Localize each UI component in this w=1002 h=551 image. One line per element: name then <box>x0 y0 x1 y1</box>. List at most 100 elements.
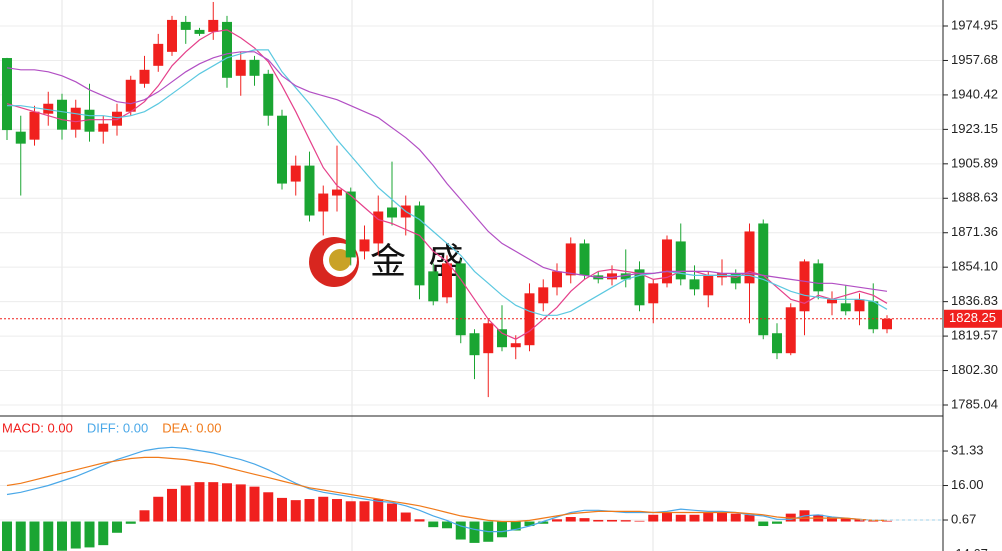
macd-bar <box>387 503 397 522</box>
current-price-label: 1828.25 <box>949 310 996 325</box>
candle-body <box>15 131 26 144</box>
candle-body <box>235 59 246 76</box>
candle-body <box>634 269 645 306</box>
macd-bar <box>332 499 342 522</box>
macd-bar <box>98 521 109 546</box>
candle-body <box>222 21 232 78</box>
macd-bar <box>125 521 136 524</box>
y-tick-label: 31.33 <box>951 442 984 457</box>
y-tick-label: 1923.15 <box>951 121 998 136</box>
macd-bar <box>772 521 782 524</box>
macd-bar <box>318 496 329 522</box>
macd-bar <box>552 519 562 522</box>
candle-body <box>799 261 810 312</box>
macd-bar <box>428 521 439 528</box>
y-tick-label: 1819.57 <box>951 328 998 343</box>
candle-body <box>167 19 177 52</box>
macd-bar <box>634 520 645 522</box>
macd-line <box>6 456 887 523</box>
candle-body <box>125 79 136 112</box>
macd-bar <box>345 501 356 522</box>
y-tick-label: 1785.04 <box>951 396 998 411</box>
macd-bar <box>442 521 452 529</box>
candle-body <box>662 239 672 284</box>
macd-bar <box>359 501 370 522</box>
y-tick-label: 1905.89 <box>951 155 998 170</box>
macd-bar <box>648 514 659 522</box>
macd-bar <box>2 521 12 551</box>
macd-bar <box>304 499 315 522</box>
macd-bar <box>662 512 672 522</box>
macd-bar <box>703 512 714 522</box>
candle-body <box>57 99 67 130</box>
candle-body <box>648 283 659 304</box>
macd-bar <box>744 514 755 522</box>
y-tick-label: 1871.36 <box>951 224 998 239</box>
macd-bar <box>620 520 631 522</box>
candle-body <box>180 21 191 30</box>
macd-bar <box>235 484 246 522</box>
ma-line <box>6 51 888 292</box>
y-tick-label: 16.00 <box>951 477 984 492</box>
legend-entry: MACD: 0.00 <box>2 420 73 435</box>
macd-bar <box>57 521 67 551</box>
candle-body <box>442 263 452 298</box>
candle-body <box>868 301 879 330</box>
current-price-box <box>944 309 1002 328</box>
macd-bar <box>43 521 54 551</box>
macd-bar <box>689 514 700 522</box>
y-tick-label: 1802.30 <box>951 362 998 377</box>
candle-body <box>772 333 782 354</box>
candle-body <box>730 273 741 284</box>
macd-bar <box>607 519 617 522</box>
legend-entry: DEA: 0.00 <box>162 420 221 435</box>
candle-body <box>827 299 837 304</box>
candle-body <box>290 165 301 182</box>
macd-bar <box>730 513 741 522</box>
candle-body <box>98 123 109 132</box>
y-tick-label: 1957.68 <box>951 52 998 67</box>
candle-body <box>882 318 892 330</box>
candle-body <box>785 307 796 354</box>
macd-bar <box>524 521 535 527</box>
candle-body <box>607 273 617 280</box>
candle-body <box>497 329 507 348</box>
macd-bar <box>277 497 287 522</box>
candle-body <box>70 107 81 130</box>
macd-bar <box>290 500 301 522</box>
candle-body <box>387 207 397 218</box>
y-tick-label: 1974.95 <box>951 17 998 32</box>
macd-bar <box>373 499 384 522</box>
candle-body <box>840 303 851 312</box>
candle-body <box>565 243 576 276</box>
macd-bar <box>882 520 892 522</box>
candle-body <box>538 287 549 304</box>
candle-body <box>2 58 12 131</box>
macd-bar <box>510 521 521 531</box>
y-tick-label: -14.67 <box>951 546 988 551</box>
macd-bar <box>469 521 480 543</box>
macd-bar <box>70 521 81 549</box>
y-tick-label: 1940.42 <box>951 86 998 101</box>
macd-bar <box>400 512 411 522</box>
legend-entry: DIFF: 0.00 <box>87 420 148 435</box>
macd-bar <box>263 492 274 522</box>
candle-body <box>455 263 466 336</box>
legend: MACD: 0.00 DIFF: 0.00 DEA: 0.00 <box>2 420 222 435</box>
candle-body <box>277 115 287 184</box>
macd-bar <box>455 521 466 540</box>
macd-bar <box>222 483 232 522</box>
candle-body <box>263 73 274 116</box>
macd-bar <box>249 486 260 522</box>
candle-body <box>139 69 150 84</box>
macd-bar <box>579 518 590 522</box>
candle-body <box>43 103 54 114</box>
candle-body <box>208 19 219 32</box>
macd-bar <box>153 496 164 522</box>
candle-body <box>620 273 631 280</box>
ma-line <box>7 49 888 316</box>
candle-body <box>414 205 425 286</box>
candle-body <box>153 43 164 66</box>
